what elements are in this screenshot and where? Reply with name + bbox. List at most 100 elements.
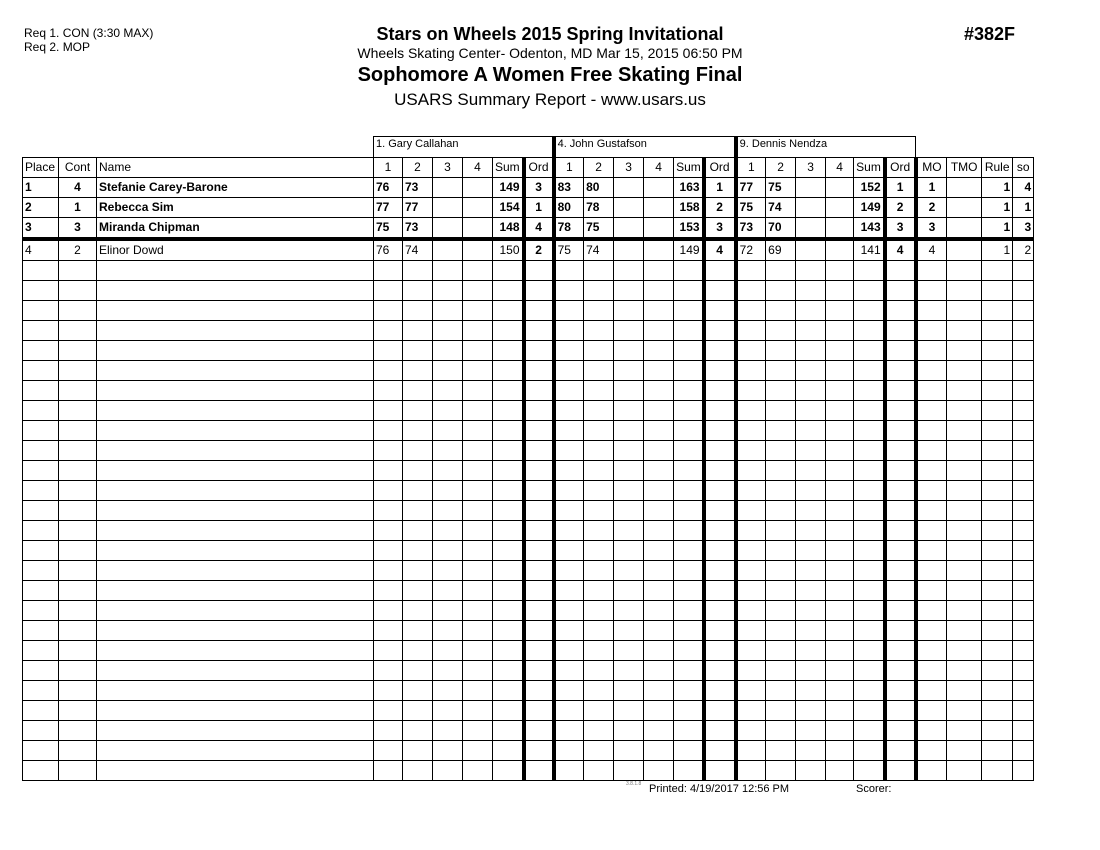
judge-score bbox=[373, 680, 403, 701]
tmo bbox=[946, 177, 983, 198]
judge-score bbox=[402, 700, 433, 721]
so bbox=[1012, 600, 1035, 621]
empty-row bbox=[22, 380, 1035, 401]
empty-row bbox=[22, 500, 1035, 521]
judge-score bbox=[643, 300, 675, 321]
judge-score bbox=[462, 740, 493, 761]
judge-score bbox=[825, 680, 855, 701]
judge-score bbox=[402, 600, 433, 621]
judge-score bbox=[553, 600, 585, 621]
rule bbox=[981, 580, 1014, 601]
judge-score bbox=[553, 500, 585, 521]
judge-score bbox=[613, 540, 645, 561]
judge-sum bbox=[492, 720, 526, 741]
place bbox=[22, 580, 59, 601]
cont bbox=[58, 400, 97, 421]
judge-score bbox=[583, 520, 615, 541]
results-table: 1. Gary Callahan 4. John Gustafson 9. Denn… bbox=[22, 136, 1035, 781]
rule bbox=[981, 520, 1014, 541]
rule bbox=[981, 720, 1014, 741]
judge-score bbox=[462, 760, 493, 781]
judge-score: 73 bbox=[402, 177, 433, 198]
judge-score bbox=[432, 260, 463, 281]
judge-score bbox=[735, 480, 767, 501]
judge-score bbox=[795, 640, 827, 661]
tmo bbox=[946, 320, 983, 341]
judge-ordinal bbox=[522, 420, 556, 441]
judge-score bbox=[373, 500, 403, 521]
skater-name bbox=[96, 520, 374, 541]
judge-ordinal bbox=[884, 720, 918, 741]
skater-name bbox=[96, 440, 374, 461]
rule bbox=[981, 700, 1014, 721]
judge-score bbox=[432, 300, 463, 321]
judge-score bbox=[583, 640, 615, 661]
judge-ordinal bbox=[703, 280, 738, 301]
mo bbox=[915, 560, 948, 581]
judge-score bbox=[765, 380, 797, 401]
judge-score bbox=[765, 340, 797, 361]
judge-sum: 153 bbox=[673, 217, 706, 241]
empty-row bbox=[22, 300, 1035, 321]
tmo bbox=[946, 640, 983, 661]
judge-score bbox=[373, 260, 403, 281]
judge-score bbox=[735, 580, 767, 601]
tmo bbox=[946, 620, 983, 641]
judge-score bbox=[373, 760, 403, 781]
so: 1 bbox=[1012, 197, 1035, 218]
judge-score bbox=[553, 680, 585, 701]
mo bbox=[915, 500, 948, 521]
judge-score bbox=[432, 340, 463, 361]
judge-sum bbox=[853, 380, 887, 401]
judge-ordinal bbox=[522, 660, 556, 681]
judge-score bbox=[643, 700, 675, 721]
judge-score bbox=[373, 640, 403, 661]
judge-ordinal bbox=[522, 720, 556, 741]
judge-score: 75 bbox=[765, 177, 797, 198]
cont bbox=[58, 680, 97, 701]
judge-score: 74 bbox=[583, 238, 615, 261]
judge-score bbox=[432, 420, 463, 441]
skater-name bbox=[96, 680, 374, 701]
judge-score bbox=[765, 660, 797, 681]
judge-score bbox=[643, 540, 675, 561]
judge-ordinal: 2 bbox=[703, 197, 738, 218]
so bbox=[1012, 540, 1035, 561]
judge-sum bbox=[853, 260, 887, 281]
skater-name bbox=[96, 280, 374, 301]
judge-score bbox=[643, 460, 675, 481]
judge-sum bbox=[492, 640, 526, 661]
so bbox=[1012, 320, 1035, 341]
tmo bbox=[946, 340, 983, 361]
judge-name-1: 1. Gary Callahan bbox=[372, 136, 555, 158]
skater-name bbox=[96, 260, 374, 281]
judge-sum: 158 bbox=[673, 197, 706, 218]
so bbox=[1012, 680, 1035, 701]
judge-score bbox=[613, 640, 645, 661]
judge-ordinal bbox=[522, 520, 556, 541]
skater-name bbox=[96, 580, 374, 601]
header-judge-3-col-2: 2 bbox=[765, 157, 797, 178]
judge-score bbox=[462, 360, 493, 381]
column-header-row: Place Cont Name 1 2 3 4 Sum Ord 1 2 3 4 Sum Ord 1 2 3 4 Sum… bbox=[22, 157, 1035, 178]
empty-row bbox=[22, 480, 1035, 501]
judge-score bbox=[462, 380, 493, 401]
judge-score: 75 bbox=[583, 217, 615, 241]
judge-ordinal bbox=[884, 320, 918, 341]
place: 2 bbox=[22, 197, 59, 218]
so bbox=[1012, 340, 1035, 361]
judge-sum bbox=[673, 440, 706, 461]
cont bbox=[58, 420, 97, 441]
judge-score bbox=[765, 260, 797, 281]
empty-row bbox=[22, 540, 1035, 561]
judge-score bbox=[402, 760, 433, 781]
judge-score bbox=[735, 660, 767, 681]
mo: 1 bbox=[915, 177, 948, 198]
judge-score bbox=[583, 440, 615, 461]
judge-ordinal bbox=[703, 300, 738, 321]
judge-score bbox=[735, 280, 767, 301]
judge-ordinal bbox=[884, 420, 918, 441]
judge-score bbox=[795, 700, 827, 721]
mo bbox=[915, 480, 948, 501]
so bbox=[1012, 740, 1035, 761]
